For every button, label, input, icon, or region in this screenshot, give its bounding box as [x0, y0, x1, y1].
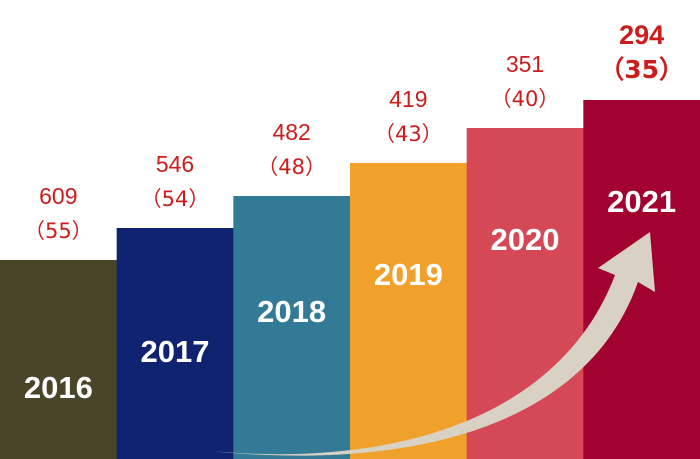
category-label-2016: 2016: [24, 370, 93, 405]
category-label-2020: 2020: [491, 222, 560, 257]
category-label-2017: 2017: [141, 334, 210, 369]
category-label-2019: 2019: [374, 257, 443, 292]
category-label-2021: 2021: [607, 184, 676, 219]
category-label-2018: 2018: [257, 294, 326, 329]
value-label-2017: 546: [156, 151, 194, 177]
bar-2020: [466, 128, 584, 459]
value-label-2019: 419: [389, 86, 427, 112]
paren-label-2019: （43）: [374, 122, 443, 146]
paren-label-2021: （35）: [599, 55, 684, 84]
paren-label-2017: （54）: [141, 187, 210, 211]
bar-2016: [0, 260, 118, 459]
value-label-2021: 294: [619, 20, 664, 50]
value-label-2018: 482: [272, 119, 310, 145]
paren-label-2018: （48）: [257, 155, 326, 179]
paren-label-2020: （40）: [491, 87, 560, 111]
bar-2018: [233, 196, 351, 459]
bars-group: [0, 100, 700, 459]
bar-2017: [116, 228, 234, 459]
paren-label-2016: （55）: [24, 219, 93, 243]
labels-group: 2016 609 （55） 2017 546 （54） 2018 482 （48） 2019 419…: [24, 20, 684, 405]
bar-2019: [350, 163, 468, 459]
value-label-2016: 609: [39, 183, 77, 209]
value-label-2020: 351: [506, 51, 544, 77]
